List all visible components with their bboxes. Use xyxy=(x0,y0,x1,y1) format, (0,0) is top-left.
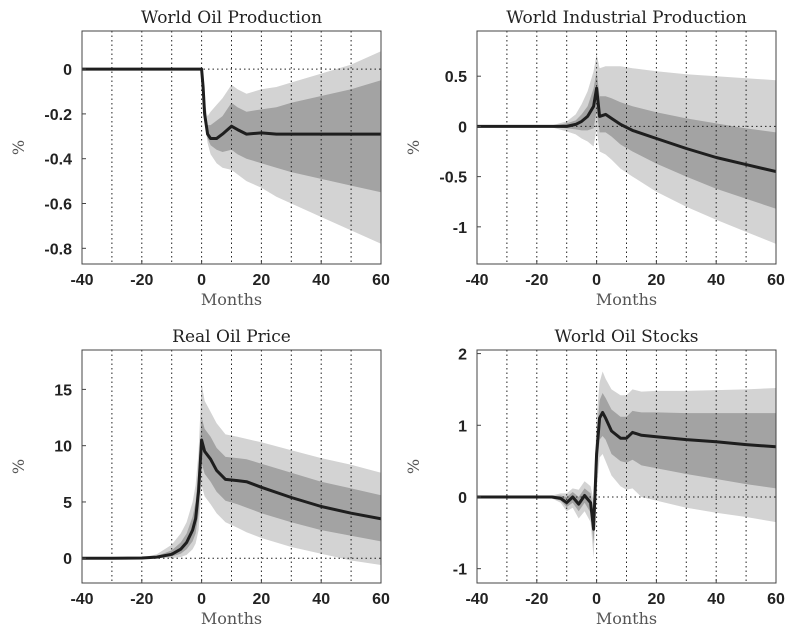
panel-world-oil-stocks: -40 -20 0 20 40 60 2 1 0 -1 World Oil Stocks Months… xyxy=(404,327,785,628)
axes-frame xyxy=(476,349,777,584)
y-tick-label: -0.2 xyxy=(44,107,72,124)
x-tick-label: -40 xyxy=(70,591,93,608)
inner-confidence-band xyxy=(82,417,381,559)
x-tick-label: 60 xyxy=(767,591,785,608)
y-axis-label: % xyxy=(9,459,28,474)
chart-title: Real Oil Price xyxy=(172,327,291,347)
y-tick-label: -0.8 xyxy=(44,241,72,258)
x-axis-label: Months xyxy=(596,609,657,628)
panel-real-oil-price: -40 -20 0 20 40 60 15 10 5 0 Real Oil Price Months% xyxy=(9,327,390,628)
panel-world-oil-production: -40 -20 0 20 40 60 0 -0.2 -0.4 -0.6 -0.8 World Oil … xyxy=(9,8,390,309)
y-tick-label: -0.5 xyxy=(439,170,467,187)
response-line xyxy=(477,86,776,174)
y-axis-label: % xyxy=(404,459,423,474)
chart-title: World Oil Stocks xyxy=(555,327,699,347)
response-line xyxy=(82,438,381,560)
x-tick-label: 20 xyxy=(648,272,666,289)
x-tick-label: 40 xyxy=(312,272,330,289)
x-tick-label: 0 xyxy=(592,272,601,289)
x-axis-label: Months xyxy=(201,609,262,628)
y-axis-label: % xyxy=(404,140,423,155)
x-tick-label: -20 xyxy=(130,272,153,289)
axes-frame xyxy=(81,349,382,584)
y-tick-label: -1 xyxy=(453,220,467,237)
x-tick-label: 60 xyxy=(767,272,785,289)
x-tick-label: 20 xyxy=(253,272,271,289)
x-tick-label: 20 xyxy=(253,591,271,608)
y-tick-label: 0 xyxy=(458,490,467,507)
x-tick-label: -20 xyxy=(525,591,548,608)
y-tick-label: 0 xyxy=(63,62,72,79)
y-tick-label: 15 xyxy=(54,382,72,399)
x-tick-label: 0 xyxy=(197,591,206,608)
x-tick-label: -40 xyxy=(70,272,93,289)
x-axis-label: Months xyxy=(596,290,657,309)
x-tick-label: 40 xyxy=(707,272,725,289)
x-tick-label: 0 xyxy=(197,272,206,289)
y-tick-label: 0.5 xyxy=(445,69,467,86)
inner-confidence-band xyxy=(477,393,776,544)
x-tick-label: -20 xyxy=(130,591,153,608)
x-tick-label: 40 xyxy=(312,591,330,608)
x-tick-label: -40 xyxy=(465,272,488,289)
y-tick-label: 10 xyxy=(54,439,72,456)
x-tick-label: -40 xyxy=(465,591,488,608)
x-axis-label: Months xyxy=(201,290,262,309)
chart-title: World Industrial Production xyxy=(506,8,747,28)
y-tick-label: 1 xyxy=(458,418,467,435)
x-tick-label: 0 xyxy=(592,591,601,608)
axes-frame xyxy=(476,30,777,265)
x-tick-label: 60 xyxy=(372,591,390,608)
axes-frame xyxy=(81,30,382,265)
response-line xyxy=(477,410,776,531)
x-tick-label: 20 xyxy=(648,591,666,608)
x-tick-label: 40 xyxy=(707,591,725,608)
y-tick-label: 0 xyxy=(458,119,467,136)
y-tick-label: 5 xyxy=(63,495,72,512)
x-tick-label: 60 xyxy=(372,272,390,289)
y-axis-label: % xyxy=(9,140,28,155)
y-tick-label: 2 xyxy=(458,347,467,364)
response-line xyxy=(82,67,381,140)
x-tick-label: -20 xyxy=(525,272,548,289)
panel-world-industrial-production: -40 -20 0 20 40 60 0.5 0 -0.5 -1 World Industrial … xyxy=(404,8,785,309)
chart-title: World Oil Production xyxy=(141,8,322,28)
y-tick-label: -0.6 xyxy=(44,197,72,214)
y-tick-label: -1 xyxy=(453,562,467,579)
y-tick-label: -0.4 xyxy=(44,152,72,169)
y-tick-label: 0 xyxy=(63,551,72,568)
